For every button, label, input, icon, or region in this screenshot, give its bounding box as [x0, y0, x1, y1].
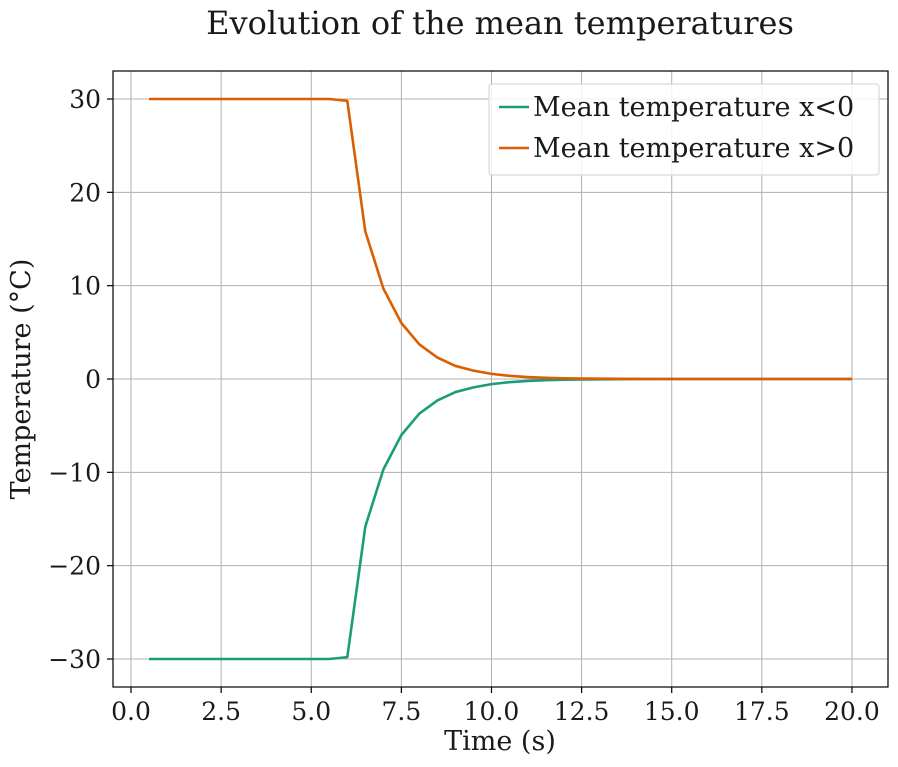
x-tick-label: 10.0: [464, 697, 520, 726]
series-line-1: [149, 97, 852, 381]
x-axis-label: Time (s): [444, 726, 556, 757]
x-tick-label: 2.5: [201, 697, 241, 726]
x-tick-label: 17.5: [734, 697, 790, 726]
legend-label-0: Mean temperature x<0: [533, 92, 854, 123]
y-tick-label: 10: [69, 272, 101, 301]
legend-box: [488, 83, 880, 176]
x-tick-label: 5.0: [291, 697, 331, 726]
x-tick-label: 20.0: [824, 697, 880, 726]
legend: Mean temperature x<0 Mean temperature x>0: [488, 83, 880, 176]
x-tick-label: 15.0: [644, 697, 700, 726]
y-tick-label: −30: [48, 645, 101, 674]
y-axis: −30 −20 −10 0 10 20 30: [48, 85, 113, 674]
series-line-0: [149, 377, 852, 661]
series-group: [149, 97, 852, 661]
x-axis: 0.0 2.5 5.0 7.5 10.0 12.5 15.0 17.5 20.0: [111, 687, 880, 726]
y-axis-label: Temperature (°C): [6, 259, 37, 500]
chart-title: Evolution of the mean temperatures: [206, 4, 794, 42]
y-tick-label: 30: [69, 85, 101, 114]
x-tick-label: 0.0: [111, 697, 151, 726]
y-tick-label: −10: [48, 458, 101, 487]
y-tick-label: 0: [85, 365, 101, 394]
x-tick-label: 7.5: [381, 697, 421, 726]
y-tick-label: 20: [69, 178, 101, 207]
legend-label-1: Mean temperature x>0: [533, 133, 854, 164]
y-tick-label: −20: [48, 552, 101, 581]
x-tick-label: 12.5: [554, 697, 610, 726]
